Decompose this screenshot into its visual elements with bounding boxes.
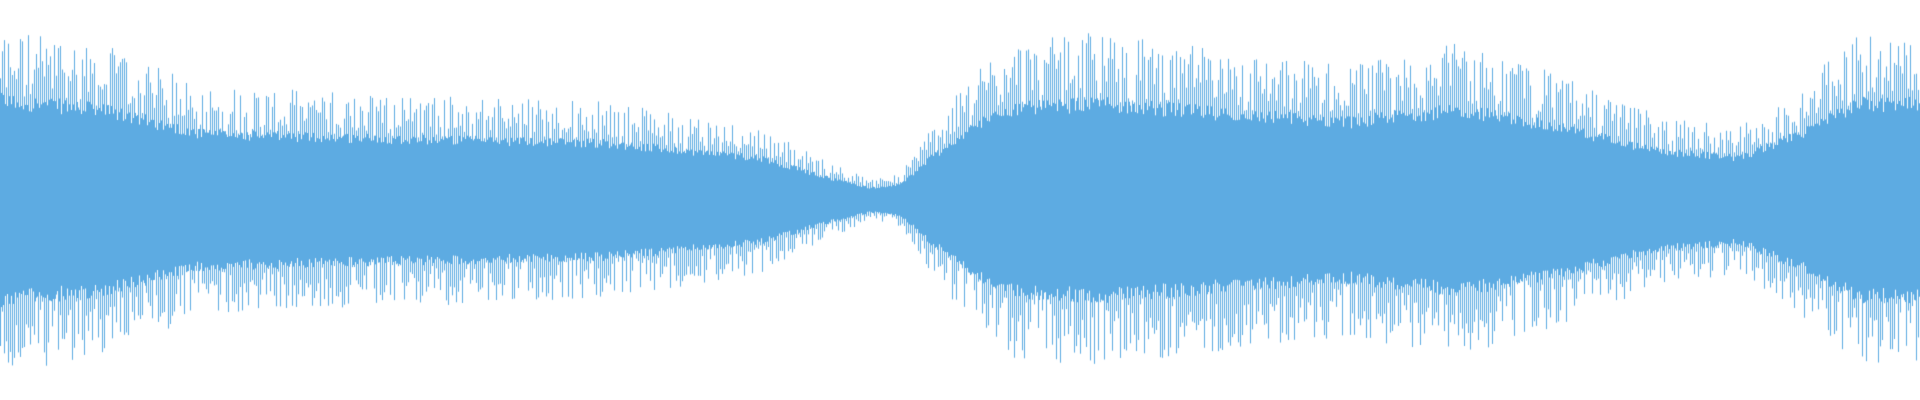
waveform-canvas[interactable] <box>0 0 1920 400</box>
audio-waveform[interactable] <box>0 0 1920 400</box>
